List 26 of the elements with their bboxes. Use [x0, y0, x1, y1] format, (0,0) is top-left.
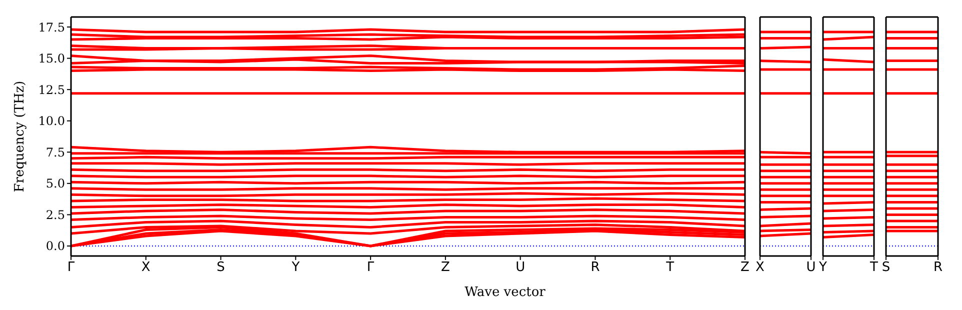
- x-tick-label: S: [882, 260, 890, 276]
- y-tick-label: 17.5: [38, 20, 65, 34]
- y-tick-label: 7.5: [46, 145, 65, 160]
- x-tick-label: X: [141, 260, 150, 276]
- x-tick-label: Z: [740, 260, 750, 276]
- x-tick-label: Γ: [366, 260, 375, 276]
- x-tick-label: Γ: [67, 260, 76, 276]
- x-tick-label: X: [756, 260, 765, 276]
- x-tick-label: S: [216, 260, 225, 276]
- x-tick-label: T: [665, 260, 674, 276]
- y-tick-label: 10.0: [38, 114, 65, 128]
- x-tick-label: R: [590, 260, 600, 276]
- x-tick-label: T: [869, 260, 878, 276]
- x-tick-label: U: [806, 260, 816, 276]
- y-tick-label: 2.5: [46, 208, 65, 222]
- x-tick-label: U: [516, 260, 526, 276]
- x-tick-label: R: [933, 260, 943, 276]
- x-axis-title: Wave vector: [464, 285, 546, 300]
- x-tick-label: Y: [290, 260, 300, 276]
- y-tick-label: 5.0: [46, 176, 65, 191]
- x-tick-label: Y: [818, 260, 828, 276]
- y-tick-label: 12.5: [38, 82, 65, 97]
- y-axis-title: Frequency (THz): [12, 80, 28, 192]
- x-tick-label: Z: [440, 260, 450, 276]
- y-tick-label: 15.0: [38, 52, 65, 66]
- y-tick-label: 0.0: [46, 239, 65, 254]
